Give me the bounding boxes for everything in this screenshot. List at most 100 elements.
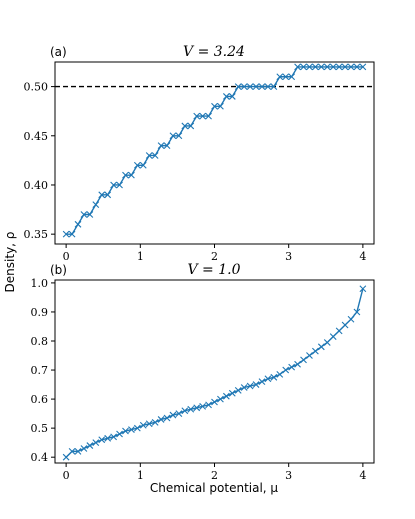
panel-a-data-point (169, 132, 177, 140)
panel-a-data-point (163, 142, 171, 150)
panel-a-label: (a) (50, 45, 67, 59)
panel-a-data-point (205, 112, 212, 120)
panel-a-axes: 0 1 2 3 4 0.35 0.40 0.45 0.50 (24, 81, 367, 263)
panel-b-data-point (211, 398, 218, 406)
panel-a-data-point (270, 83, 278, 90)
panel-a-data-point (240, 83, 248, 90)
panel-b-data-point (282, 366, 290, 374)
panel-b-axes: 0 1 2 3 4 0.4 0.5 0.6 0.7 0.8 0.9 1.0 (31, 277, 367, 482)
panel-b-data-point (169, 411, 177, 419)
panel-a-data-point (86, 211, 94, 218)
panel-b-xtick-label: 2 (211, 469, 218, 482)
panel-b-label: (b) (50, 263, 67, 277)
panel-b-data-point (341, 321, 349, 329)
panel-a-data-point (110, 181, 117, 189)
panel-b-data-point (353, 308, 361, 316)
panel-a-xtick-label: 1 (137, 250, 144, 263)
panel-b-data-point (312, 347, 319, 355)
panel-a-data-point (353, 63, 361, 71)
panel-b-data-point (193, 404, 201, 412)
panel-a-frame (54, 61, 375, 245)
panel-a-xtick-label: 2 (211, 250, 218, 263)
panel-a-data-point (276, 73, 284, 81)
panel-b-data-point (151, 418, 159, 426)
panel-b-data-point (228, 389, 236, 397)
panel-a-data-point (234, 83, 242, 90)
panel-a-data-point (133, 161, 141, 169)
panel-a-data-point (258, 83, 266, 90)
panel-b-data-point (145, 420, 153, 428)
panel-a-data-point (317, 63, 325, 71)
panel-a-data-point (128, 171, 135, 179)
panel-a-title: V = 3.24 (183, 44, 245, 60)
panel-b-xtick-label: 4 (359, 469, 366, 482)
panel-a-data-point (323, 63, 331, 71)
panel-a-data-point (139, 161, 147, 169)
panel-b-data-point (181, 407, 189, 415)
panel-a-data-point (92, 201, 100, 209)
panel-a-data-point (116, 181, 123, 189)
panel-a-data-point (193, 112, 201, 120)
panel-b-series (62, 285, 367, 461)
panel-a-data-point (62, 230, 70, 238)
panel-b-ytick-label: 0.6 (31, 393, 49, 406)
y-axis-label: Density, ρ (3, 232, 17, 293)
panel-b-data-point (104, 434, 112, 442)
panel-b: (b) V = 1.0 0 1 2 3 4 0.4 0.5 0.6 0.7 0.8 0.9 1.0 (31, 262, 375, 482)
panel-a-data-point (187, 122, 195, 130)
panel-a-ytick-label: 0.45 (24, 130, 49, 143)
panel-a-data-point (199, 112, 207, 120)
panel-a-data-point (74, 220, 82, 228)
panel-b-ytick-label: 1.0 (31, 277, 49, 290)
panel-a-data-point (228, 93, 236, 100)
panel-b-data-point (86, 442, 94, 449)
panel-b-ytick-label: 0.5 (31, 422, 49, 435)
panel-a-data-point (211, 102, 218, 110)
panel-a-data-point (294, 63, 301, 71)
panel-b-data-point (133, 424, 141, 432)
panel-a-data-point (264, 83, 272, 90)
panel-b-data-point (128, 426, 135, 433)
panel-b-data-point (306, 352, 313, 359)
panel-a-data-point (98, 191, 106, 199)
panel-a-data-point (347, 63, 355, 71)
panel-a-data-point (217, 102, 224, 110)
panel-a-data-point (329, 63, 337, 71)
panel-a-data-point (181, 122, 189, 130)
panel-b-ytick-label: 0.8 (31, 335, 49, 348)
panel-a-data-point (122, 171, 129, 179)
panel-b-data-point (335, 327, 343, 335)
panel-a-data-point (175, 132, 183, 140)
panel-a-data-point (68, 230, 76, 238)
panel-a-data-point (252, 83, 260, 90)
panel-a-ytick-label: 0.40 (24, 179, 49, 192)
panel-a-data-point (80, 211, 88, 218)
panel-a-series-line (66, 66, 363, 235)
panel-b-ytick-label: 0.9 (31, 306, 49, 319)
panel-b-data-point (294, 360, 301, 368)
panel-b-data-point (317, 343, 325, 351)
panel-b-data-point (110, 433, 117, 441)
panel-b-data-point (240, 384, 248, 391)
panel-b-data-point (80, 445, 88, 452)
panel-b-data-point (300, 356, 307, 364)
panel-a-data-point (282, 73, 290, 81)
panel-b-data-point (246, 382, 254, 390)
panel-b-xtick-label: 3 (285, 469, 292, 482)
panel-b-data-point (359, 285, 367, 293)
panel-b-data-point (288, 363, 296, 371)
panel-b-data-point (264, 375, 272, 383)
panel-a-data-point (222, 93, 230, 100)
panel-a-data-point (341, 63, 349, 71)
panel-b-data-point (157, 416, 165, 423)
panel-a-xtick-label: 3 (285, 250, 292, 263)
panel-a-data-point (306, 63, 313, 71)
panel-b-data-point (175, 410, 183, 418)
panel-b-data-point (252, 381, 260, 388)
panel-a-series (62, 63, 367, 238)
panel-a-data-point (246, 83, 254, 90)
panel-b-data-point (74, 447, 82, 455)
panel-a-data-point (104, 191, 112, 199)
panel-b-data-point (323, 339, 331, 346)
panel-a-data-point (300, 63, 307, 71)
